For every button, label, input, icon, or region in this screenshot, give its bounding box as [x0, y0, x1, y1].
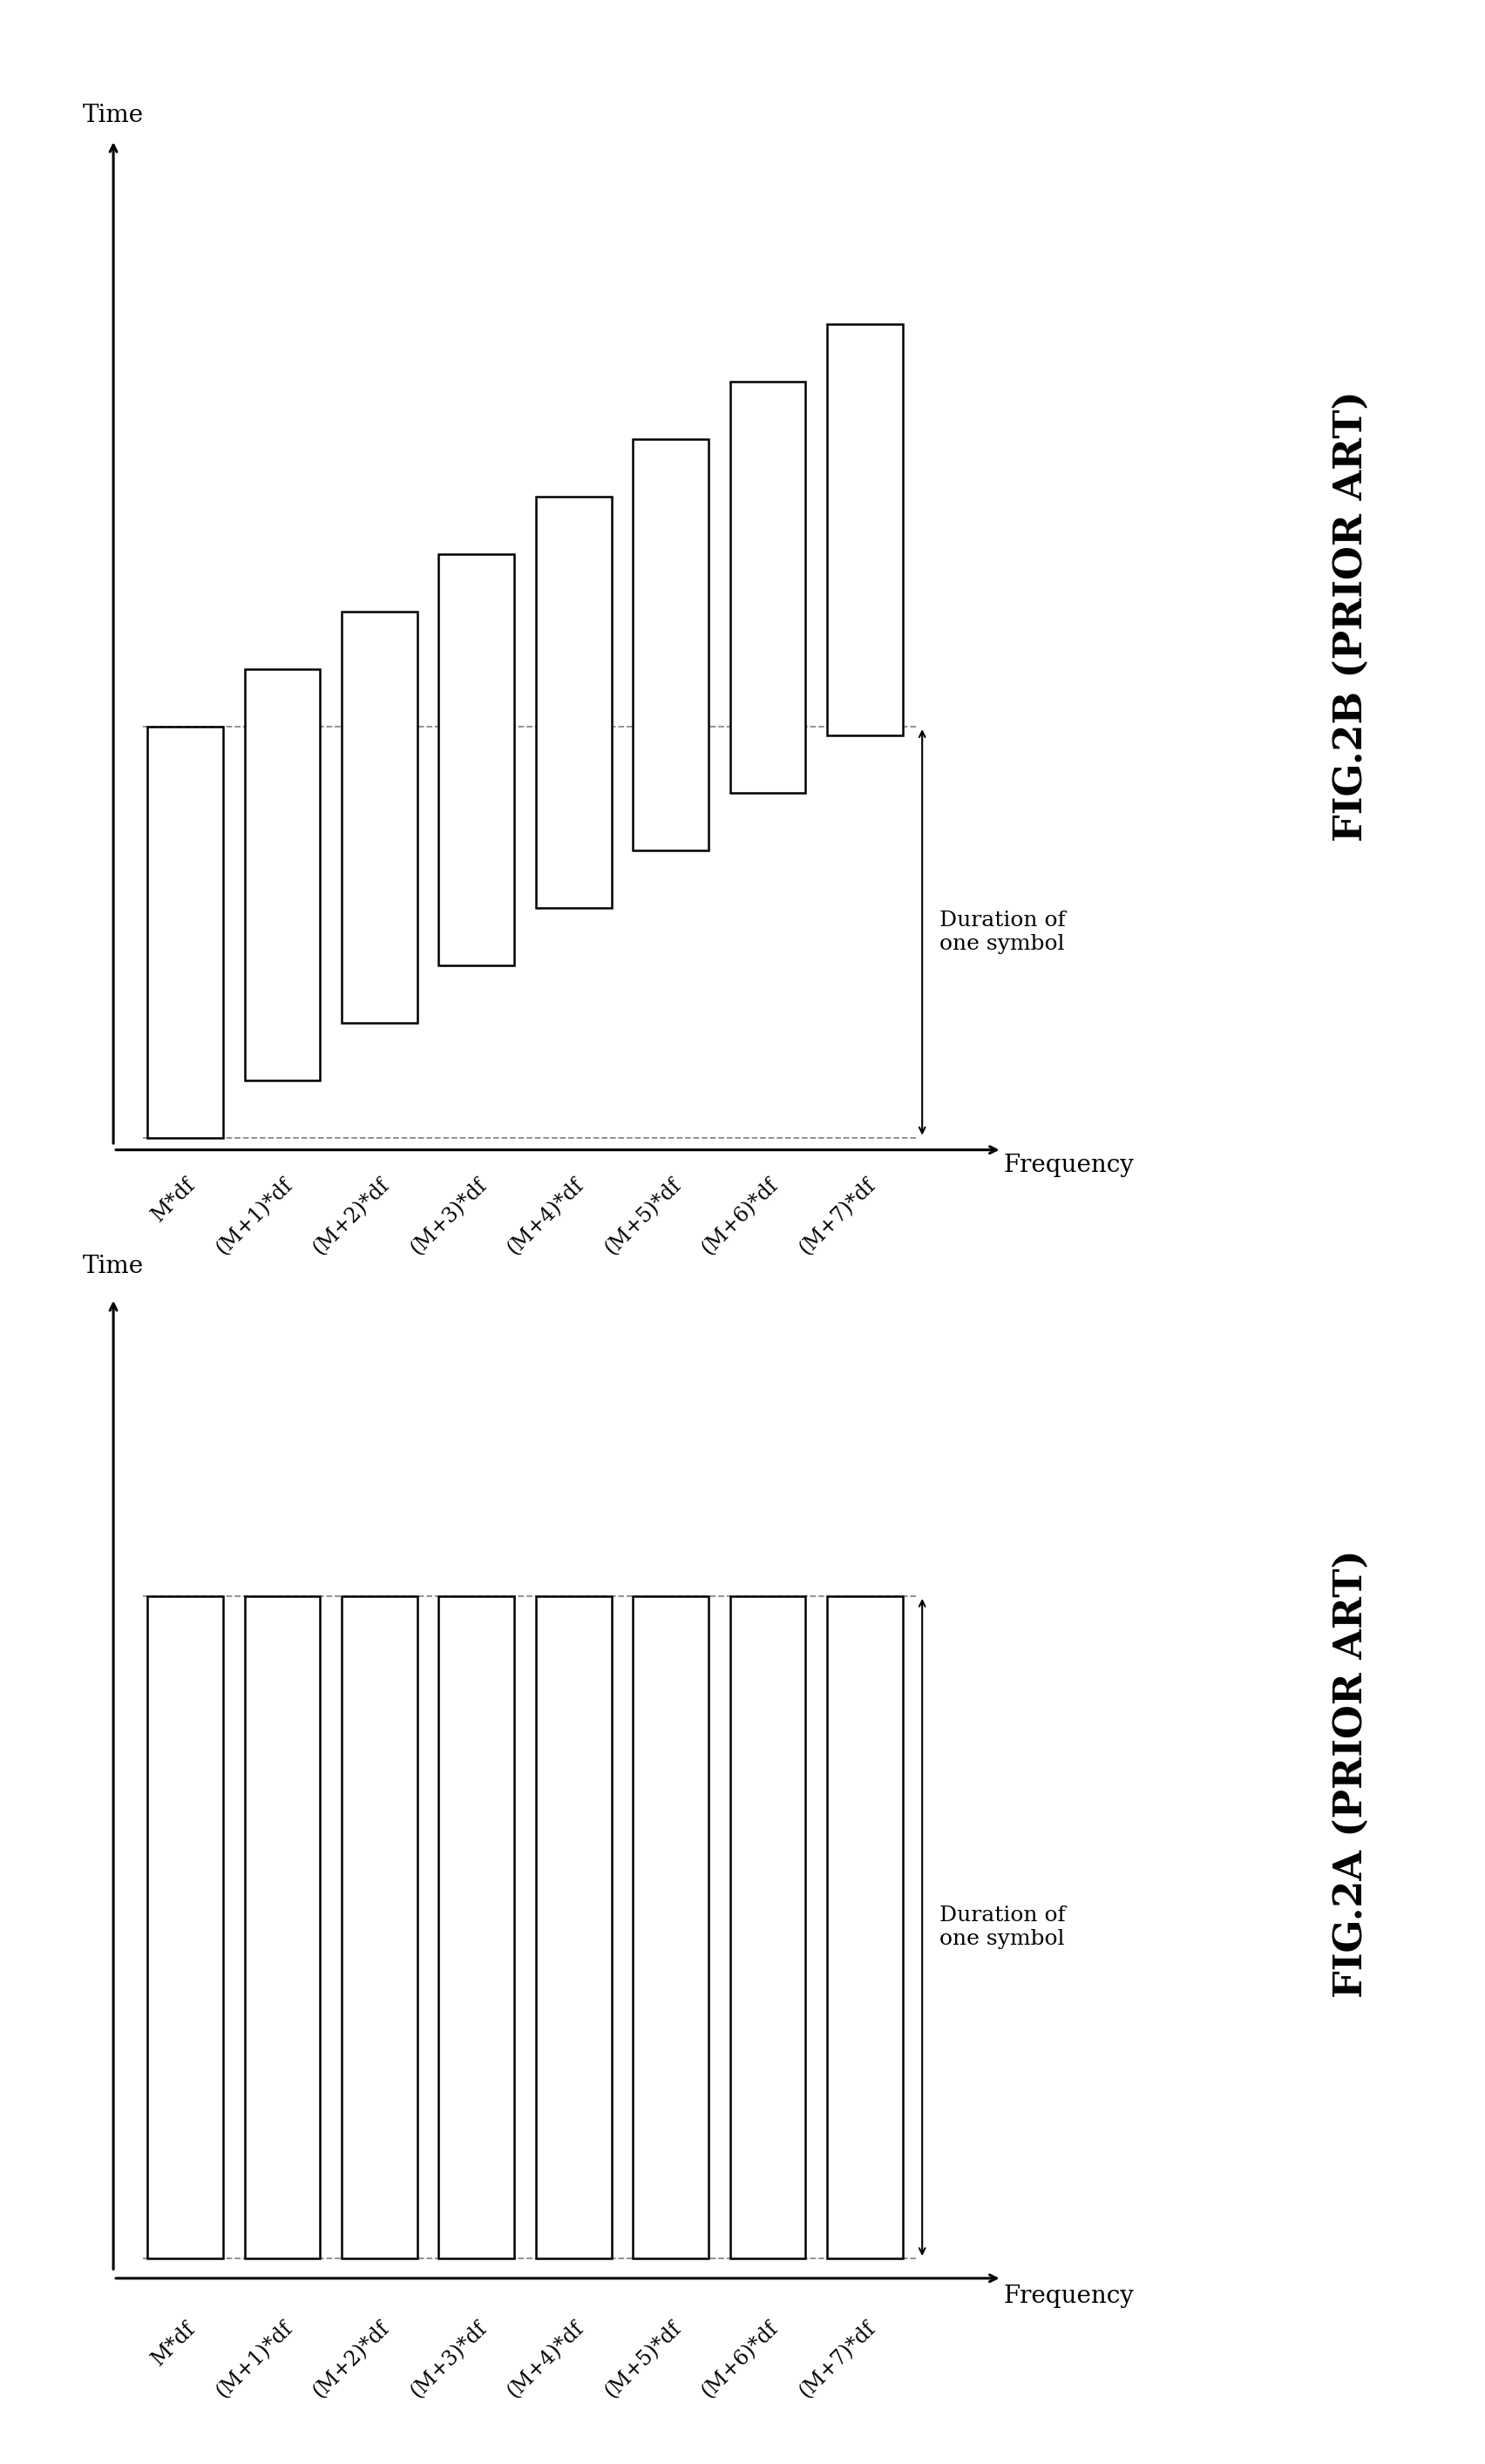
- Text: (M+5)*df: (M+5)*df: [601, 2319, 685, 2402]
- Text: (M+3)*df: (M+3)*df: [407, 2319, 490, 2402]
- Text: (M+6)*df: (M+6)*df: [698, 1175, 783, 1259]
- Bar: [245, 1597, 321, 2259]
- Bar: [342, 611, 417, 1023]
- Text: Frequency: Frequency: [1004, 2284, 1135, 2309]
- Bar: [438, 1597, 514, 2259]
- Text: (M+2)*df: (M+2)*df: [309, 2319, 394, 2402]
- Text: FIG.2B (PRIOR ART): FIG.2B (PRIOR ART): [1332, 389, 1371, 843]
- Text: Time: Time: [83, 103, 144, 128]
- Text: (M+7)*df: (M+7)*df: [794, 1175, 879, 1259]
- Text: FIG.2A (PRIOR ART): FIG.2A (PRIOR ART): [1332, 1550, 1371, 1998]
- Text: Duration of
one symbol: Duration of one symbol: [940, 1905, 1066, 1949]
- Bar: [342, 1597, 417, 2259]
- Text: Duration of
one symbol: Duration of one symbol: [940, 912, 1066, 954]
- Bar: [731, 1597, 806, 2259]
- Text: Frequency: Frequency: [1004, 1153, 1135, 1178]
- Bar: [147, 1597, 223, 2259]
- Bar: [633, 1597, 708, 2259]
- Text: (M+6)*df: (M+6)*df: [698, 2319, 783, 2402]
- Text: (M+3)*df: (M+3)*df: [407, 1175, 490, 1259]
- Bar: [438, 554, 514, 966]
- Bar: [633, 439, 708, 850]
- Text: (M+1)*df: (M+1)*df: [212, 2319, 297, 2402]
- Text: (M+2)*df: (M+2)*df: [309, 1175, 394, 1259]
- Bar: [245, 670, 321, 1079]
- Text: (M+7)*df: (M+7)*df: [794, 2319, 879, 2402]
- Text: Time: Time: [83, 1254, 144, 1279]
- Text: (M+4)*df: (M+4)*df: [503, 2319, 588, 2402]
- Text: M*df: M*df: [148, 1175, 199, 1225]
- Bar: [731, 382, 806, 793]
- Text: (M+4)*df: (M+4)*df: [503, 1175, 588, 1259]
- Text: (M+5)*df: (M+5)*df: [601, 1175, 685, 1259]
- Bar: [536, 498, 612, 907]
- Bar: [827, 1597, 903, 2259]
- Text: (M+1)*df: (M+1)*df: [212, 1175, 297, 1259]
- Bar: [536, 1597, 612, 2259]
- Bar: [827, 325, 903, 734]
- Bar: [147, 727, 223, 1138]
- Text: M*df: M*df: [148, 2319, 199, 2370]
